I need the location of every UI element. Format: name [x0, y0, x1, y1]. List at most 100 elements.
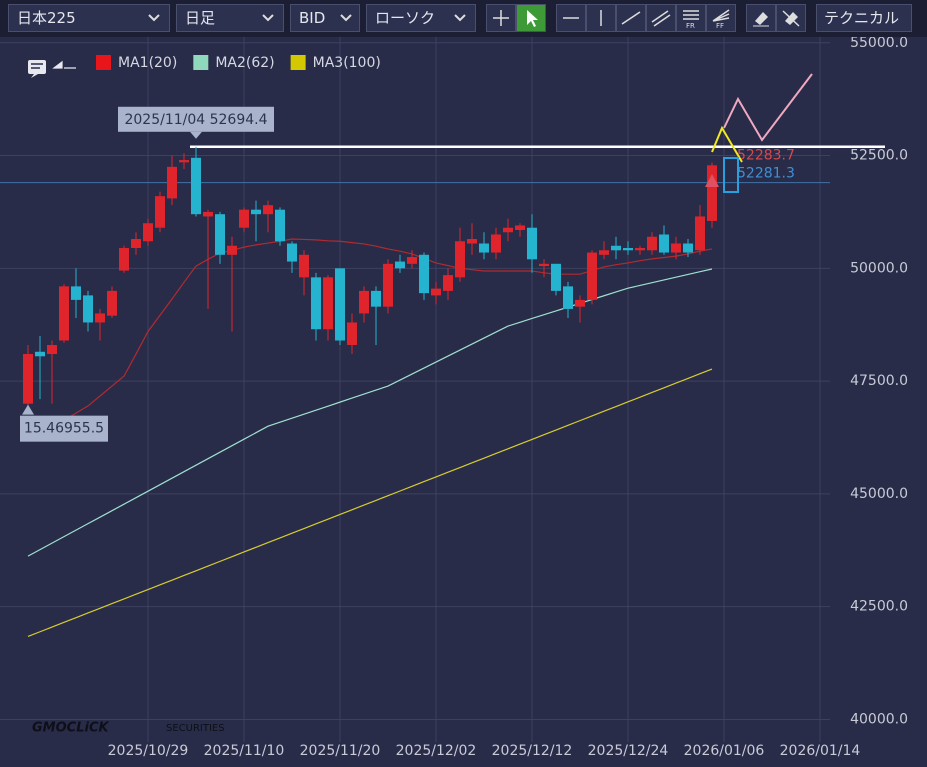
candle-body: [431, 288, 441, 296]
candle-body: [611, 245, 621, 251]
candle-body: [239, 209, 249, 228]
candle-body: [575, 299, 585, 307]
x-tick-label: 2026/01/14: [780, 743, 861, 759]
hline-tool[interactable]: [556, 4, 586, 32]
candle-body: [707, 165, 717, 221]
candle-body: [467, 239, 477, 244]
candle-body: [479, 243, 489, 253]
ma-line: [27, 368, 713, 637]
fib-retracement-tool[interactable]: FR: [676, 4, 706, 32]
x-tick-label: 2025/12/02: [396, 743, 477, 759]
candle-body: [35, 351, 45, 357]
y-tick-label: 40000.0: [850, 711, 908, 727]
svg-text:FR: FR: [686, 22, 695, 30]
candle-body: [599, 250, 609, 255]
candle-body: [683, 243, 693, 253]
candle-body: [47, 345, 57, 355]
fib-fan-tool[interactable]: FF: [706, 4, 736, 32]
last-price-label: 52283.7: [737, 147, 795, 163]
toolbar: 日本225 日足 BID ローソク FR FF テクニカル: [0, 0, 927, 37]
candle-body: [191, 157, 201, 215]
period-text: 日足: [185, 9, 216, 27]
legend-label: MA1(20): [118, 55, 177, 71]
candle-body: [107, 290, 117, 316]
drawing-objects: [705, 73, 813, 193]
candle-body: [323, 277, 333, 330]
candle-body: [83, 295, 93, 323]
candle-body: [299, 254, 309, 278]
y-tick-label: 52500.0: [850, 148, 908, 164]
high-label: 2025/11/04 52694.4: [124, 112, 267, 128]
candle-body: [203, 211, 213, 217]
low-label: 15.46955.5: [24, 421, 104, 437]
candle-body: [95, 313, 105, 323]
y-tick-label: 55000.0: [850, 37, 908, 51]
trendline-tool[interactable]: [616, 4, 646, 32]
logo-sub: SECURITIES: [166, 723, 225, 734]
channel-tool[interactable]: [646, 4, 676, 32]
candle-body: [371, 290, 381, 307]
chart-style-select[interactable]: ローソク: [366, 4, 476, 32]
candle-body: [311, 277, 321, 330]
candle-body: [527, 227, 537, 260]
candle-body: [455, 241, 465, 278]
ma-line: [27, 238, 713, 442]
candle-body: [215, 214, 225, 255]
candle-body: [143, 223, 153, 242]
candle-body: [551, 263, 561, 291]
candle-body: [335, 268, 345, 341]
candle-body: [383, 263, 393, 307]
candle-body: [227, 245, 237, 255]
candle-body: [23, 354, 33, 404]
cursor-button[interactable]: [516, 4, 546, 32]
period-select[interactable]: 日足: [176, 4, 284, 32]
x-tick-label: 2025/10/29: [108, 743, 189, 759]
x-tick-label: 2026/01/06: [684, 743, 765, 759]
chart-style-text: ローソク: [375, 9, 436, 27]
high-label-pointer: [190, 131, 202, 139]
candle-body: [251, 209, 261, 215]
candle-body: [623, 248, 633, 251]
price-type-select[interactable]: BID: [290, 4, 360, 32]
legend-label: MA3(100): [313, 55, 381, 71]
candle-body: [131, 239, 141, 249]
candle-body: [347, 322, 357, 346]
candle-body: [539, 263, 549, 267]
symbol-select[interactable]: 日本225: [8, 4, 170, 32]
x-tick-label: 2025/12/24: [588, 743, 669, 759]
candle-body: [359, 290, 369, 314]
candle-body: [119, 248, 129, 271]
chart: 40000.0 42500.0 45000.0 47500.0 50000.0 52500…: [0, 37, 927, 767]
x-tick-label: 2025/11/10: [204, 743, 285, 759]
candle-body: [443, 275, 453, 291]
erase-all-button[interactable]: [776, 4, 806, 32]
candle-body: [275, 209, 285, 242]
y-tick-label: 45000.0: [850, 486, 908, 502]
technical-text: テクニカル: [824, 9, 900, 27]
y-tick-label: 47500.0: [850, 373, 908, 389]
candle-body: [695, 216, 705, 251]
y-tick-label: 50000.0: [850, 260, 908, 276]
candle-body: [155, 196, 165, 228]
crosshair-button[interactable]: [486, 4, 516, 32]
candle-body: [407, 257, 417, 264]
candle-body: [563, 286, 573, 309]
x-tick-label: 2025/11/20: [300, 743, 381, 759]
legend-label: MA2(62): [215, 55, 274, 71]
candle-body: [671, 243, 681, 253]
last-price-label: 52281.3: [737, 165, 795, 181]
candle-body: [59, 286, 69, 341]
candle-body: [179, 160, 189, 163]
technical-button[interactable]: テクニカル: [816, 4, 912, 32]
candle-body: [419, 254, 429, 294]
svg-text:FF: FF: [716, 22, 724, 30]
candle-body: [491, 234, 501, 253]
candle-body: [659, 234, 669, 253]
eraser-button[interactable]: [746, 4, 776, 32]
candle-body: [287, 243, 297, 262]
x-tick-label: 2025/12/12: [492, 743, 573, 759]
symbol-text: 日本225: [17, 9, 76, 27]
candle-body: [515, 225, 525, 230]
vline-tool[interactable]: [586, 4, 616, 32]
